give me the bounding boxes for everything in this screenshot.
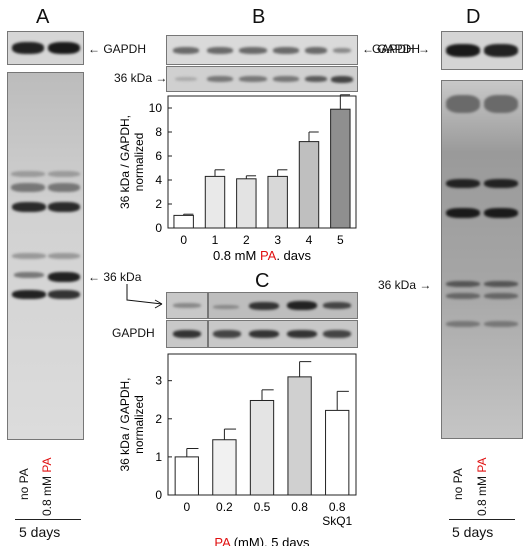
blot-b-gapdh xyxy=(166,35,358,65)
divider-a xyxy=(15,519,81,520)
x-tick-label: 1 xyxy=(212,233,219,247)
bar-0 xyxy=(174,456,199,496)
y-tick-label: 3 xyxy=(155,374,162,388)
x-tick-label: 4 xyxy=(306,233,313,247)
y-tick-label: 1 xyxy=(155,450,162,464)
label-d-36kda-text: 36 kDa xyxy=(378,278,417,292)
x-axis-label: 0.8 mM PA, days xyxy=(213,248,312,260)
blot-d-main xyxy=(441,80,523,439)
label-b-36kda-text: 36 kDa xyxy=(114,71,153,85)
x-tick-label: 0 xyxy=(180,233,187,247)
x-axis-label: PA (mM), 5 days xyxy=(214,535,310,546)
bar-0 xyxy=(173,214,194,229)
x-tick-label: 0.8 xyxy=(329,500,346,514)
x-sublabel: SkQ1 xyxy=(322,514,352,528)
lane-d-pa-red: PA xyxy=(475,457,489,473)
lane-a-pa: 0.8 mM PA xyxy=(40,458,54,516)
panel-letter-b: B xyxy=(252,6,266,28)
y-tick-label: 0 xyxy=(155,221,162,235)
label-a-gapdh: ← GAPDH xyxy=(88,42,147,56)
blot-c-36kda-left xyxy=(166,292,208,319)
blot-a-main xyxy=(7,72,84,440)
label-b-36kda: 36 kDa → xyxy=(114,71,168,85)
panel-letter-d: D xyxy=(466,6,481,28)
y-tick-label: 4 xyxy=(155,173,162,187)
lane-a-pa-red: PA xyxy=(40,457,54,473)
lane-d-pa: 0.8 mM PA xyxy=(475,458,489,516)
divider-d xyxy=(449,519,515,520)
x-tick-label: 0.8 xyxy=(291,500,308,514)
x-axis-label-highlight: PA xyxy=(214,535,231,546)
bar-5 xyxy=(330,108,351,229)
label-a-5days: 5 days xyxy=(19,524,61,540)
label-d-5days: 5 days xyxy=(452,524,494,540)
bar-3 xyxy=(267,175,288,229)
label-b-gapdh: ← GAPDH xyxy=(362,42,421,56)
label-a-36kda-text: 36 kDa xyxy=(103,270,142,284)
y-axis-label: 36 kDa / GAPDH, xyxy=(118,377,132,471)
x-tick-label: 5 xyxy=(337,233,344,247)
bar-2 xyxy=(249,399,275,496)
y-tick-label: 0 xyxy=(155,488,162,502)
label-d-36kda: 36 kDa → xyxy=(378,278,432,292)
panel-letter-a: A xyxy=(36,6,50,28)
blot-d-gapdh xyxy=(441,31,523,70)
y-axis-label-group: 36 kDa / GAPDH, normalized xyxy=(118,115,146,209)
x-axis-label-suffix: , days xyxy=(276,248,311,260)
x-tick-label: 3 xyxy=(274,233,281,247)
y-axis-label: normalized xyxy=(132,133,146,192)
bar-1 xyxy=(212,439,237,496)
arrow-c-36kda xyxy=(126,284,163,309)
y-axis-label: 36 kDa / GAPDH, xyxy=(118,115,132,209)
x-axis-label-highlight: PA xyxy=(260,248,277,260)
plot-frame xyxy=(167,95,357,229)
x-tick-label: 2 xyxy=(243,233,250,247)
y-axis-label-group: 36 kDa / GAPDH, normalized xyxy=(118,377,146,471)
lane-d-no-pa: no PA xyxy=(451,468,465,500)
bar-2 xyxy=(236,178,257,229)
bar-4 xyxy=(325,409,350,496)
y-tick-label: 2 xyxy=(155,197,162,211)
y-tick-label: 10 xyxy=(149,101,163,115)
blot-a-gapdh xyxy=(7,31,84,65)
x-axis-label-prefix: 0.8 mM xyxy=(213,248,260,260)
label-b-gapdh-text: GAPDH xyxy=(377,42,421,56)
label-a-36kda: ← 36 kDa xyxy=(88,270,142,284)
panel-letter-c: C xyxy=(255,270,270,292)
y-tick-label: 8 xyxy=(155,125,162,139)
blot-c-36kda-right xyxy=(208,292,358,319)
lane-d-mm: 0.8 mM xyxy=(475,475,489,516)
label-d-gapdh: GAPDH → xyxy=(372,42,431,56)
bar-3 xyxy=(287,376,312,496)
y-tick-label: 2 xyxy=(155,412,162,426)
label-d-gapdh-text: GAPDH xyxy=(372,42,415,56)
x-tick-label: 0 xyxy=(183,500,190,514)
blot-c-gapdh-left xyxy=(166,320,208,348)
bar-1 xyxy=(204,175,226,229)
lane-a-mm: 0.8 mM xyxy=(40,475,54,516)
x-tick-label: 0.2 xyxy=(216,500,233,514)
y-axis-label: normalized xyxy=(132,395,146,454)
y-tick-label: 6 xyxy=(155,149,162,163)
x-axis-label-suffix: (mM), 5 days xyxy=(230,535,310,546)
lane-a-no-pa: no PA xyxy=(17,468,31,500)
blot-b-36kda xyxy=(166,66,358,92)
bar-4 xyxy=(298,141,320,229)
label-c-gapdh: GAPDH xyxy=(112,326,155,340)
x-tick-label: 0.5 xyxy=(254,500,271,514)
chart-c: 0 1 2 3 36 kDa / GAPDH, normalized 0 0.2 0.5 0.8 0… xyxy=(118,353,357,546)
label-a-gapdh-text: GAPDH xyxy=(103,42,147,56)
blot-c-gapdh-right xyxy=(208,320,358,348)
